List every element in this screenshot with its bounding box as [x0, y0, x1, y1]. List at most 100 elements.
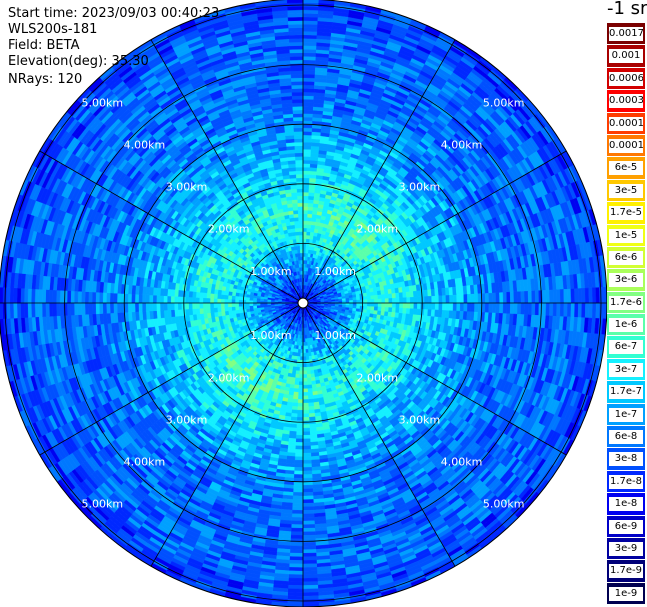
beta-cell — [302, 48, 317, 54]
beta-cell — [431, 302, 436, 311]
beta-cell — [488, 302, 493, 314]
beta-cell — [574, 288, 579, 304]
beta-cell — [302, 245, 307, 250]
beta-cell — [595, 287, 601, 304]
beta-cell — [559, 302, 565, 317]
beta-cell — [449, 294, 454, 304]
beta-cell — [456, 302, 461, 312]
beta-cell — [424, 296, 429, 304]
beta-cell — [463, 302, 468, 312]
beta-cell — [306, 227, 312, 233]
beta-cell — [531, 302, 536, 316]
beta-cell — [380, 294, 386, 300]
beta-cell — [398, 292, 404, 299]
beta-cell — [302, 91, 315, 97]
beta-cell — [492, 302, 497, 314]
beta-cell — [502, 292, 508, 304]
beta-cell — [306, 224, 312, 229]
beta-cell — [302, 156, 311, 161]
beta-cell — [563, 302, 568, 318]
beta-cell — [405, 291, 411, 298]
beta-cell — [305, 238, 310, 243]
beta-cell — [302, 206, 309, 211]
beta-cell — [302, 2, 319, 7]
beta-cell — [534, 290, 540, 304]
beta-cell — [302, 98, 314, 104]
beta-cell — [302, 56, 317, 61]
beta-cell — [509, 302, 515, 315]
beta-cell — [456, 294, 461, 304]
beta-cell — [509, 291, 515, 304]
beta-cell — [302, 227, 308, 232]
beta-cell — [377, 298, 382, 304]
beta-cell — [307, 395, 314, 400]
beta-cell — [306, 220, 312, 226]
beta-cell — [370, 306, 375, 311]
beta-cell — [438, 302, 443, 311]
beta-cell — [302, 52, 317, 57]
beta-cell — [308, 184, 316, 190]
beta-cell — [402, 297, 407, 304]
beta-cell — [474, 293, 479, 304]
beta-cell — [359, 299, 365, 304]
beta-cell — [570, 302, 576, 318]
beta-cell — [552, 289, 558, 304]
beta-cell — [302, 127, 313, 132]
beta-cell — [302, 59, 316, 64]
beta-cell — [470, 302, 475, 313]
beta-cell — [549, 289, 554, 304]
beta-cell — [302, 152, 312, 157]
beta-cell — [534, 302, 540, 316]
beta-cell — [307, 213, 313, 218]
beta-cell — [302, 77, 316, 82]
beta-cell — [417, 302, 422, 310]
beta-cell — [567, 302, 572, 318]
beta-cell — [304, 341, 308, 347]
beta-cell — [567, 288, 572, 304]
beta-cell — [367, 299, 372, 304]
beta-cell — [467, 302, 472, 313]
beta-cell — [362, 292, 368, 297]
beta-cell — [348, 297, 354, 301]
beta-cell — [307, 388, 313, 393]
beta-cell — [506, 302, 511, 315]
beta-cell — [556, 289, 561, 304]
beta-cell — [352, 297, 357, 301]
beta-cell — [302, 5, 319, 11]
beta-cell — [542, 302, 547, 316]
beta-cell — [520, 302, 525, 315]
beta-cell — [306, 380, 312, 386]
beta-cell — [302, 20, 319, 25]
beta-cell — [306, 234, 311, 240]
beta-cell — [302, 177, 310, 182]
beta-cell — [341, 298, 347, 302]
beta-cell — [302, 184, 310, 189]
beta-cell — [392, 302, 397, 309]
beta-cell — [463, 294, 468, 304]
beta-cell — [377, 294, 382, 300]
beta-cell — [409, 296, 415, 304]
beta-cell — [577, 288, 583, 304]
beta-cell — [305, 352, 309, 357]
beta-cell — [513, 302, 518, 315]
beta-cell — [302, 23, 318, 29]
beta-cell — [517, 302, 522, 315]
beta-cell — [307, 217, 313, 222]
beta-cell — [302, 84, 315, 89]
beta-cell — [459, 294, 465, 304]
beta-cell — [395, 297, 400, 304]
beta-cell — [302, 95, 315, 100]
beta-cell — [302, 0, 320, 4]
beta-cell — [538, 302, 543, 316]
beta-cell — [309, 362, 314, 368]
beta-cell — [377, 306, 382, 312]
beta-cell — [395, 302, 400, 309]
beta-cell — [374, 302, 379, 308]
beta-cell — [302, 209, 309, 214]
beta-cell — [356, 299, 361, 304]
beta-cell — [377, 302, 382, 308]
beta-cell — [413, 296, 418, 304]
beta-cell — [527, 290, 533, 304]
beta-cell — [302, 16, 319, 22]
